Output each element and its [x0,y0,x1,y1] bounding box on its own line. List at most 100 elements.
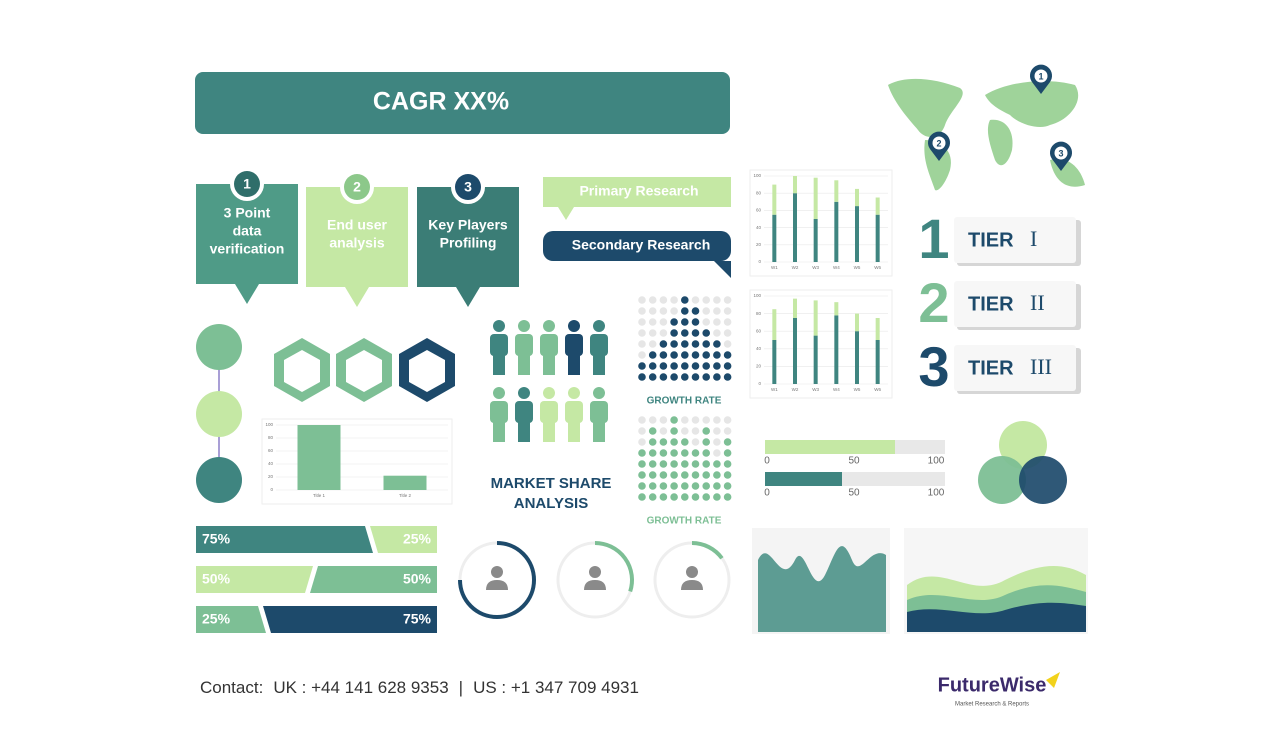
contact-part: Contact: [200,678,263,697]
matrix-dot [681,296,689,304]
matrix-dot [659,416,668,424]
matrix-dot [702,438,710,446]
split-left [196,526,373,553]
matrix-dot [648,318,657,326]
hexagon-inner [409,350,445,392]
x-tick-label: W6 [874,265,881,270]
step-label: End user [327,217,387,233]
split-left [196,566,313,593]
tier-roman: III [1030,354,1052,379]
progress-tick: 0 [764,456,770,467]
matrix-dot [638,471,646,479]
step-pointer [456,287,480,307]
person-head [568,320,580,332]
matrix-dot [681,307,689,315]
step-label: Key Players [428,217,508,233]
map-pin-number: 3 [1058,148,1063,158]
matrix-dot [691,482,700,490]
person-legs [543,355,555,375]
mini-chart-frame [261,418,453,505]
person-body [565,334,583,356]
matrix-dot [670,296,678,304]
split-right [370,526,437,553]
y-tick-label: 20 [756,364,762,369]
matrix-dot [670,416,678,424]
matrix-dot [681,362,689,370]
person-head [518,387,530,399]
matrix-dot [670,449,678,457]
matrix-dot [638,351,646,359]
matrix-dot [702,296,710,304]
bar [813,335,818,384]
matrix-dot [681,438,689,446]
matrix-dot [659,296,668,304]
split-left-label: 25% [202,611,231,627]
chain-circle [196,391,242,437]
matrix-dot [713,373,721,381]
x-tick-label: W5 [854,265,861,270]
y-tick-label: 80 [268,435,274,440]
matrix-dot [670,493,678,501]
person-legs [543,422,555,442]
progress-fill [765,440,895,454]
tier-roman: I [1030,226,1037,251]
chain-circle [196,457,242,503]
bar [793,193,797,262]
matrix-dot [670,427,678,435]
matrix-dot [713,449,721,457]
matrix-dot [702,362,710,370]
venn-circle [999,421,1047,469]
matrix-dot [659,307,668,315]
bar [813,300,818,336]
avatar-body [681,580,703,590]
matrix-dot [723,449,732,457]
matrix-dot [691,340,700,348]
map-pin-number: 1 [1038,71,1043,81]
y-tick-label: 0 [758,259,761,264]
person-head [543,387,555,399]
market-share-label: ANALYSIS [514,495,588,512]
step-pointer [235,284,259,304]
logo-arrow [1046,672,1060,688]
map-pin-center [1054,146,1068,160]
avatar-head [686,566,698,578]
matrix-dot [670,307,678,315]
area-shape [758,546,886,632]
matrix-dot [723,318,732,326]
matrix-dot [713,318,721,326]
matrix-dot [659,493,668,501]
bar [772,214,777,262]
matrix-dot [670,482,678,490]
map-pin-center [1034,69,1048,83]
matrix-dot [648,493,657,501]
matrix-dot [638,340,646,348]
venn-circle [978,456,1026,504]
tier-card [954,345,1076,391]
step-label: 3 Point [224,205,271,221]
x-tick-label: W4 [833,265,840,270]
person-body [515,401,533,423]
person-head [493,387,505,399]
matrix-dot [638,482,646,490]
y-tick-label: 0 [270,487,273,492]
matrix-dot [681,318,689,326]
matrix-dot [691,416,700,424]
continent [985,81,1079,127]
matrix-dot [659,460,668,468]
matrix-dot [713,362,721,370]
matrix-dot [638,296,646,304]
bar [834,315,839,384]
matrix-dot [648,460,657,468]
bar [875,214,880,262]
secondary-research: Secondary Research [572,237,711,253]
person-legs [518,355,530,375]
ring-arc [594,541,634,593]
bar [875,197,880,215]
bar [772,340,777,384]
matrix-dot [702,460,710,468]
matrix-dot [648,296,657,304]
matrix-dot [648,438,657,446]
bar [855,188,859,207]
matrix-dot [648,351,657,359]
bar [834,302,839,316]
